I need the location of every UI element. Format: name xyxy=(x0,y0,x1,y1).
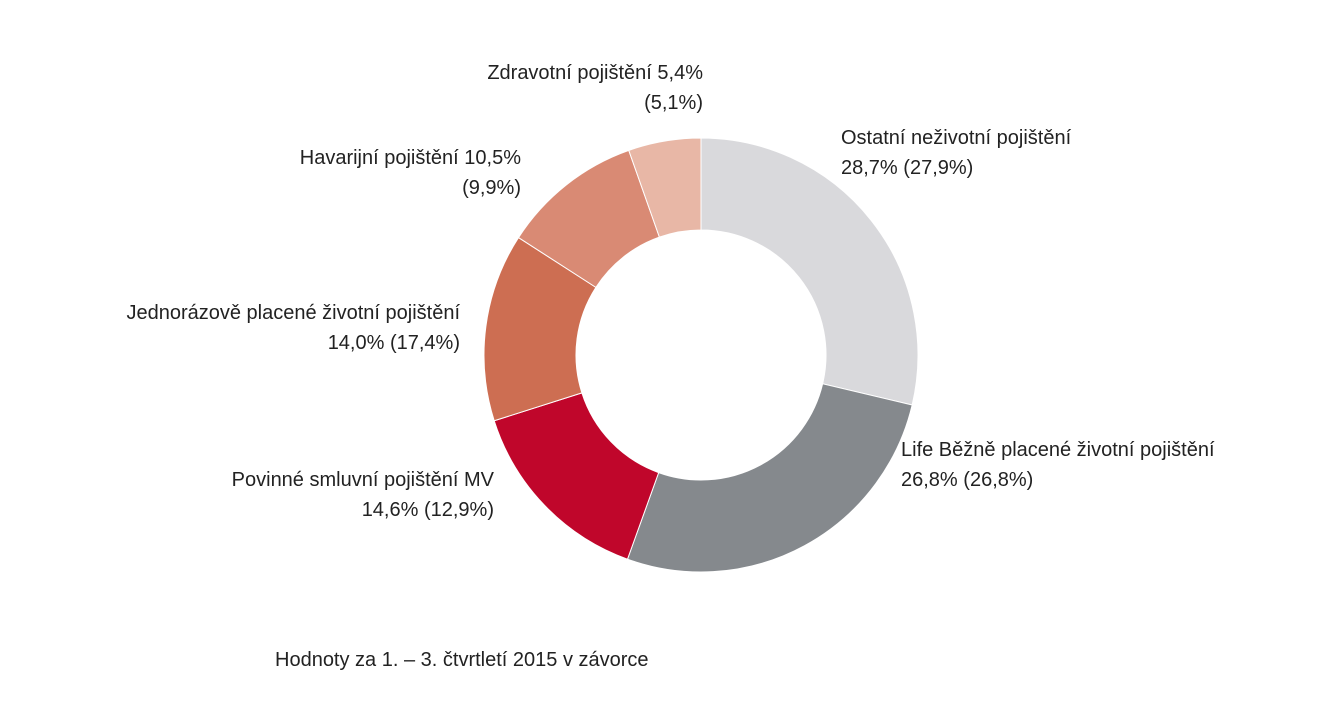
slice-label-havarijni-line1: Havarijní pojištění 10,5% xyxy=(300,143,521,173)
slice-label-jednorazove: Jednorázově placené životní pojištění 14… xyxy=(126,298,460,358)
chart-footnote: Hodnoty za 1. – 3. čtvrtletí 2015 v závo… xyxy=(275,649,649,671)
slice-label-havarijni: Havarijní pojištění 10,5% (9,9%) xyxy=(300,143,521,203)
donut-slice-zdravotni xyxy=(628,137,702,238)
slice-label-ostatni: Ostatní neživotní pojištění 28,7% (27,9%… xyxy=(841,123,1071,183)
donut-slice-povinne xyxy=(493,392,660,560)
slice-label-zdravotni-name: Zdravotní pojištění xyxy=(487,62,652,84)
slice-label-life-name: Life Běžně placené životní pojištění xyxy=(901,439,1215,461)
slice-prev-zdravotni: (5,1%) xyxy=(644,92,703,114)
slice-prev-ostatni: (27,9%) xyxy=(903,157,974,179)
slice-prev-povinne: (12,9%) xyxy=(423,499,494,521)
slice-label-jednorazove-values: 14,0% (17,4%) xyxy=(126,328,460,358)
slice-label-jednorazove-name: Jednorázově placené životní pojištění xyxy=(126,302,460,324)
slice-label-povinne-name: Povinné smluvní pojištění MV xyxy=(231,469,494,491)
slice-prev-havarijni: (9,9%) xyxy=(462,177,521,199)
slice-prev-life: (26,8%) xyxy=(963,469,1034,491)
donut-slice-life xyxy=(626,383,913,573)
slice-value-ostatni: 28,7% xyxy=(841,157,898,179)
donut-slice-ostatni xyxy=(700,137,919,406)
slice-label-life-values: 26,8% (26,8%) xyxy=(901,465,1215,495)
slice-label-zdravotni-line1: Zdravotní pojištění 5,4% xyxy=(487,58,703,88)
slice-label-havarijni-name: Havarijní pojištění xyxy=(299,147,459,169)
donut-slices xyxy=(483,137,919,573)
slice-label-ostatni-name: Ostatní neživotní pojištění xyxy=(841,127,1072,149)
slice-label-zdravotni: Zdravotní pojištění 5,4% (5,1%) xyxy=(487,58,703,118)
slice-value-jednorazove: 14,0% xyxy=(327,332,385,354)
slice-value-havarijni: 10,5% xyxy=(464,147,521,169)
slice-label-ostatni-values: 28,7% (27,9%) xyxy=(841,153,1071,183)
slice-prev-jednorazove: (17,4%) xyxy=(389,332,460,354)
slice-value-povinne: 14,6% xyxy=(361,499,419,521)
slice-label-povinne-values: 14,6% (12,9%) xyxy=(232,495,494,525)
slice-value-life: 26,8% xyxy=(901,469,958,491)
slice-label-life: Life Běžně placené životní pojištění 26,… xyxy=(901,435,1215,495)
slice-label-povinne: Povinné smluvní pojištění MV 14,6% (12,9… xyxy=(232,465,494,525)
slice-value-zdravotni: 5,4% xyxy=(657,62,703,84)
